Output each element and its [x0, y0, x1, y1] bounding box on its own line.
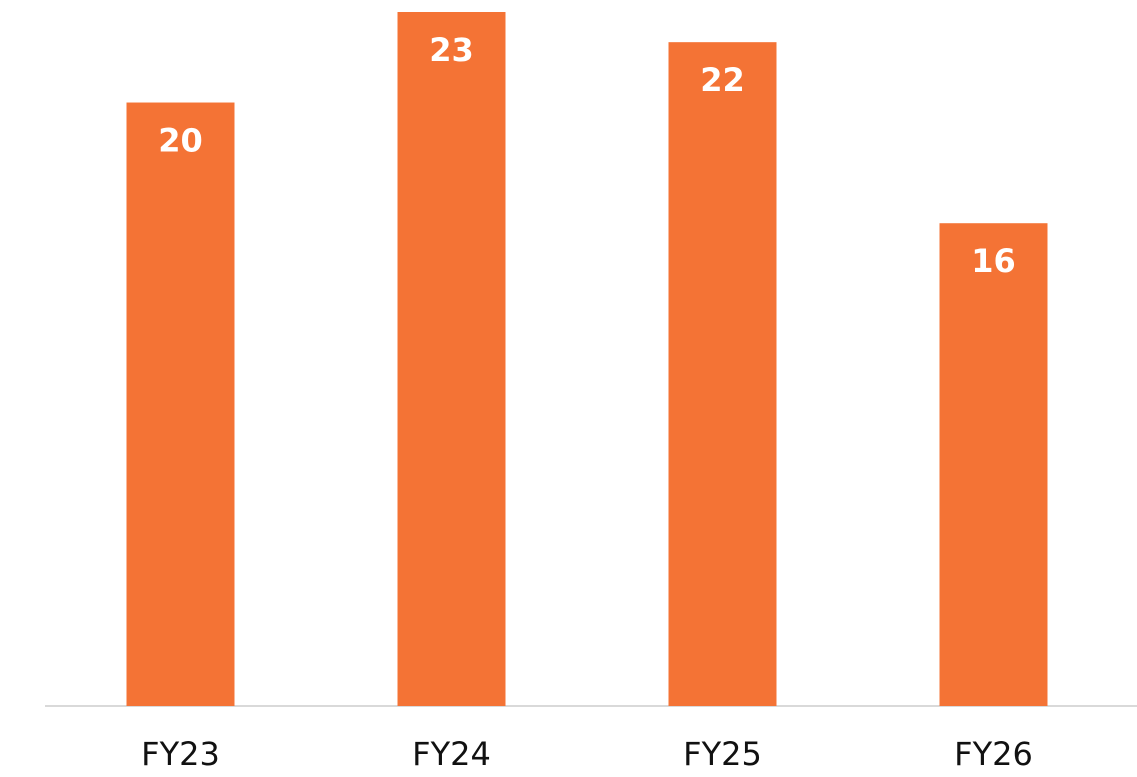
data-label: 16 [971, 242, 1016, 280]
data-label: 20 [158, 122, 203, 160]
x-tick-label: FY23 [141, 735, 220, 773]
bar [126, 102, 235, 707]
x-tick-label: FY24 [412, 735, 491, 773]
x-tick-label: FY26 [954, 735, 1033, 773]
bar [668, 42, 777, 707]
x-tick-label: FY25 [683, 735, 762, 773]
data-label: 23 [429, 31, 474, 69]
bar [939, 223, 1048, 706]
bar [397, 12, 506, 706]
data-label: 22 [700, 61, 745, 99]
